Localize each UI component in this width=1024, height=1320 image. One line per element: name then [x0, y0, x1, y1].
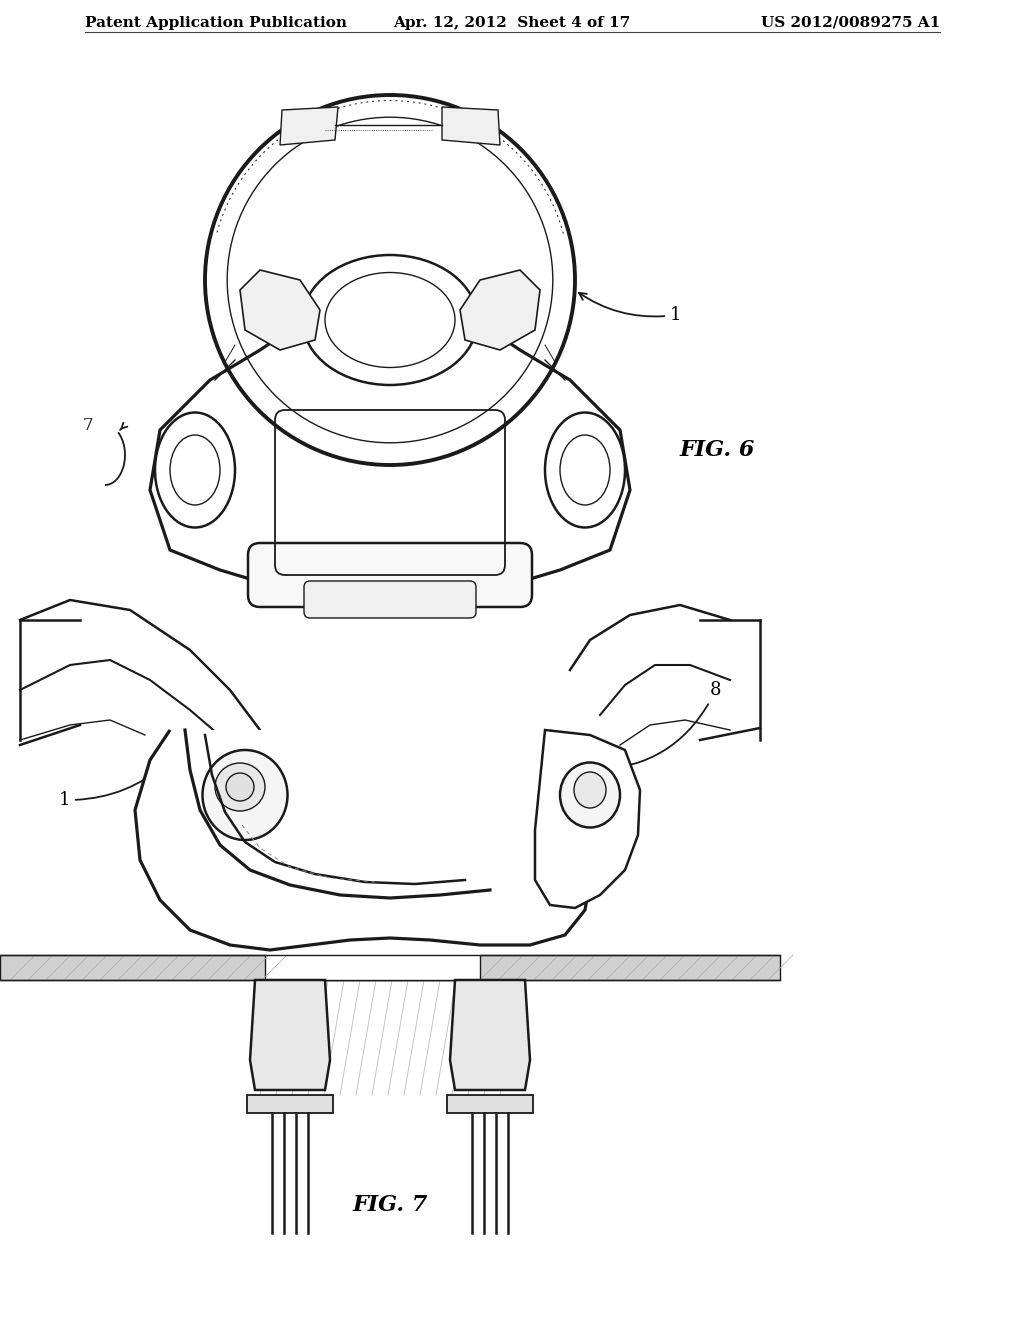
- FancyBboxPatch shape: [248, 543, 532, 607]
- Polygon shape: [447, 1096, 534, 1113]
- Ellipse shape: [545, 412, 625, 528]
- Text: FIG. 6: FIG. 6: [680, 440, 756, 461]
- Ellipse shape: [574, 772, 606, 808]
- Ellipse shape: [560, 763, 620, 828]
- Ellipse shape: [215, 763, 265, 810]
- Polygon shape: [280, 107, 338, 145]
- Text: 1: 1: [58, 763, 167, 809]
- Text: 7: 7: [83, 417, 93, 434]
- Text: 8: 8: [600, 681, 722, 774]
- Polygon shape: [135, 730, 590, 950]
- Polygon shape: [442, 107, 500, 145]
- Polygon shape: [535, 730, 640, 908]
- Text: Apr. 12, 2012  Sheet 4 of 17: Apr. 12, 2012 Sheet 4 of 17: [393, 16, 631, 30]
- FancyBboxPatch shape: [304, 581, 476, 618]
- Ellipse shape: [226, 774, 254, 801]
- Text: Patent Application Publication: Patent Application Publication: [85, 16, 347, 30]
- Text: US 2012/0089275 A1: US 2012/0089275 A1: [761, 16, 940, 30]
- Polygon shape: [247, 1096, 333, 1113]
- Polygon shape: [450, 979, 530, 1090]
- Polygon shape: [480, 954, 780, 979]
- Polygon shape: [250, 979, 330, 1090]
- Polygon shape: [460, 271, 540, 350]
- Polygon shape: [150, 330, 630, 585]
- Ellipse shape: [203, 750, 288, 840]
- Ellipse shape: [302, 255, 477, 385]
- Ellipse shape: [155, 412, 234, 528]
- Polygon shape: [0, 954, 265, 979]
- Text: FIG. 7: FIG. 7: [352, 1195, 428, 1216]
- Text: 1: 1: [579, 293, 682, 323]
- Polygon shape: [240, 271, 319, 350]
